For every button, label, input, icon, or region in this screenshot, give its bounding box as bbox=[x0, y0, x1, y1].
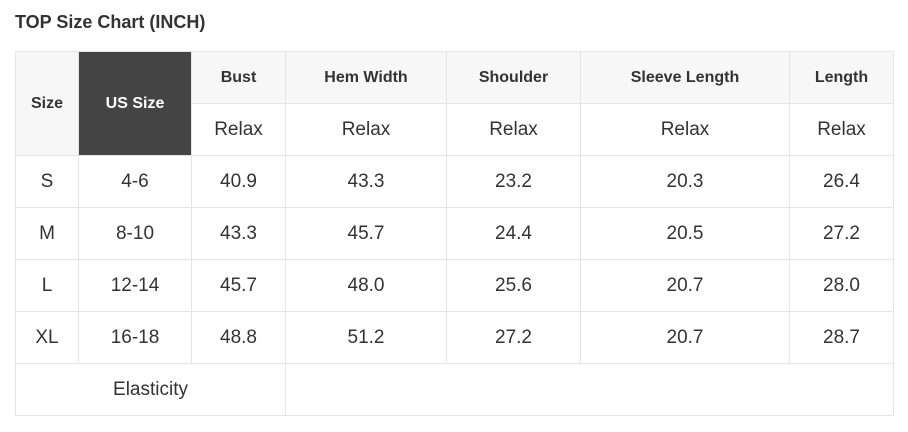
table-cell: 43.3 bbox=[191, 207, 286, 260]
column-header: Hem Width bbox=[285, 51, 447, 104]
fit-cell: Relax bbox=[285, 103, 447, 156]
table-cell: 20.7 bbox=[580, 311, 790, 364]
column-header: Sleeve Length bbox=[580, 51, 790, 104]
table-cell: 43.3 bbox=[285, 155, 447, 208]
table-row: S 4-6 40.9 43.3 23.2 20.3 26.4 bbox=[15, 155, 894, 208]
table-cell: 20.5 bbox=[580, 207, 790, 260]
table-cell: 20.7 bbox=[580, 259, 790, 312]
size-header: Size bbox=[15, 51, 79, 156]
page-title: TOP Size Chart (INCH) bbox=[15, 12, 206, 32]
table-cell: 40.9 bbox=[191, 155, 286, 208]
table-cell: 28.7 bbox=[789, 311, 894, 364]
table-cell: 12-14 bbox=[78, 259, 192, 312]
table-cell: 45.7 bbox=[285, 207, 447, 260]
table-cell: 27.2 bbox=[446, 311, 581, 364]
elasticity-value bbox=[285, 363, 894, 416]
table-cell: M bbox=[15, 207, 79, 260]
table-cell: 27.2 bbox=[789, 207, 894, 260]
fit-cell: Relax bbox=[580, 103, 790, 156]
table-cell: L bbox=[15, 259, 79, 312]
column-header: Shoulder bbox=[446, 51, 581, 104]
table-cell: 20.3 bbox=[580, 155, 790, 208]
table-row: M 8-10 43.3 45.7 24.4 20.5 27.2 bbox=[15, 207, 894, 260]
table-cell: 8-10 bbox=[78, 207, 192, 260]
table-cell: 45.7 bbox=[191, 259, 286, 312]
fit-cell: Relax bbox=[191, 103, 286, 156]
column-header: Bust bbox=[191, 51, 286, 104]
table-cell: 28.0 bbox=[789, 259, 894, 312]
table-row: XL 16-18 48.8 51.2 27.2 20.7 28.7 bbox=[15, 311, 894, 364]
table-cell: 48.8 bbox=[191, 311, 286, 364]
table-row: L 12-14 45.7 48.0 25.6 20.7 28.0 bbox=[15, 259, 894, 312]
table-cell: 23.2 bbox=[446, 155, 581, 208]
table-cell: 25.6 bbox=[446, 259, 581, 312]
elasticity-row: Elasticity bbox=[15, 363, 894, 416]
us-size-header: US Size bbox=[78, 51, 192, 156]
table-cell: 16-18 bbox=[78, 311, 192, 364]
fit-cell: Relax bbox=[446, 103, 581, 156]
table-cell: XL bbox=[15, 311, 79, 364]
fit-row: Relax Relax Relax Relax Relax bbox=[16, 103, 894, 156]
table-cell: 24.4 bbox=[446, 207, 581, 260]
table-cell: S bbox=[15, 155, 79, 208]
header-row: Size US Size Bust Hem Width Shoulder Sle… bbox=[15, 51, 894, 156]
table-cell: 48.0 bbox=[285, 259, 447, 312]
size-chart-table: Size US Size Bust Hem Width Shoulder Sle… bbox=[15, 51, 894, 416]
fit-cell: Relax bbox=[789, 103, 894, 156]
table-cell: 4-6 bbox=[78, 155, 192, 208]
table-cell: 51.2 bbox=[285, 311, 447, 364]
column-header: Length bbox=[789, 51, 894, 104]
table-cell: 26.4 bbox=[789, 155, 894, 208]
elasticity-label: Elasticity bbox=[15, 363, 286, 416]
